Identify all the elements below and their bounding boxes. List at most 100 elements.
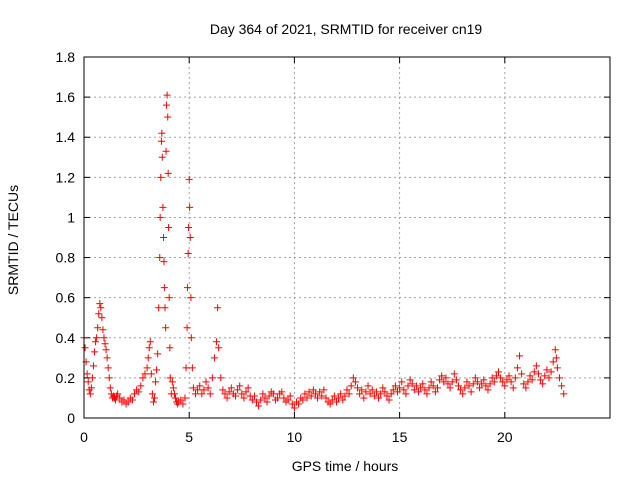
data-point — [332, 398, 340, 406]
data-point — [351, 378, 359, 386]
y-tick-label: 1.2 — [56, 169, 76, 185]
data-point — [179, 400, 187, 408]
data-point — [370, 392, 378, 400]
data-point — [166, 344, 174, 352]
y-tick-label: 1.8 — [56, 49, 76, 65]
y-tick-label: 0 — [67, 410, 75, 426]
data-point — [221, 390, 229, 398]
data-point — [476, 384, 484, 392]
data-point — [184, 284, 192, 292]
data-point — [162, 147, 170, 155]
data-point — [143, 364, 151, 372]
data-point — [206, 390, 214, 398]
data-point — [354, 384, 362, 392]
data-point — [154, 350, 162, 358]
data-point — [478, 380, 486, 388]
data-point — [87, 384, 95, 392]
data-point — [545, 374, 553, 382]
data-point — [419, 380, 427, 388]
data-point — [250, 392, 258, 400]
data-point — [526, 372, 534, 380]
data-point — [155, 304, 163, 312]
data-point — [347, 382, 355, 390]
data-point — [102, 346, 110, 354]
data-point — [490, 378, 498, 386]
data-point — [505, 372, 513, 380]
data-point — [103, 354, 111, 362]
data-point — [187, 334, 195, 342]
data-point — [387, 390, 395, 398]
data-point — [446, 384, 454, 392]
data-point — [194, 386, 202, 394]
data-point — [170, 390, 178, 398]
data-point — [200, 386, 208, 394]
data-point — [95, 310, 103, 318]
data-point — [162, 101, 170, 109]
data-point — [187, 294, 195, 302]
data-point — [343, 386, 351, 394]
data-point — [326, 400, 334, 408]
data-point — [265, 392, 273, 400]
data-point — [185, 175, 193, 183]
data-point — [84, 378, 92, 386]
data-point — [377, 390, 385, 398]
data-point — [137, 382, 145, 390]
y-tick-labels: 0 0.2 0.4 0.6 0.8 1 1.2 1.4 1.6 1.8 — [56, 49, 76, 426]
data-point — [305, 388, 313, 396]
data-point — [537, 376, 545, 384]
data-point — [100, 334, 108, 342]
data-point — [379, 384, 387, 392]
data-point — [309, 386, 317, 394]
data-point — [480, 376, 488, 384]
data-point — [210, 354, 218, 362]
data-point — [98, 314, 106, 322]
data-point — [349, 374, 357, 382]
x-tick-label: 5 — [185, 429, 193, 445]
y-tick-label: 1.4 — [56, 129, 76, 145]
data-point — [99, 326, 107, 334]
data-point — [223, 394, 231, 402]
data-point — [457, 386, 465, 394]
data-point — [135, 388, 143, 396]
data-point — [417, 384, 425, 392]
data-point — [116, 394, 124, 402]
y-tick-label: 0.4 — [56, 330, 76, 346]
data-point — [269, 390, 277, 398]
data-point — [157, 137, 165, 145]
data-point — [185, 223, 193, 231]
data-point — [104, 364, 112, 372]
data-point — [83, 370, 91, 378]
data-point — [177, 396, 185, 404]
data-point — [160, 284, 168, 292]
data-point — [89, 362, 97, 370]
chart-title: Day 364 of 2021, SRMTID for receiver cn1… — [210, 21, 483, 37]
data-point — [236, 382, 244, 390]
data-point — [425, 384, 433, 392]
x-tick-label: 0 — [80, 429, 88, 445]
data-point — [130, 390, 138, 398]
data-point — [492, 372, 500, 380]
data-point — [92, 338, 100, 346]
data-point — [105, 374, 113, 382]
data-point — [172, 394, 180, 402]
data-points — [80, 91, 568, 412]
data-point — [402, 390, 410, 398]
data-point — [181, 394, 189, 402]
data-point — [295, 400, 303, 408]
data-point — [128, 396, 136, 404]
data-point — [318, 392, 326, 400]
data-point — [202, 378, 210, 386]
data-point — [484, 386, 492, 394]
data-point — [286, 392, 294, 400]
y-tick-label: 0.8 — [56, 250, 76, 266]
data-point — [144, 354, 152, 362]
data-point — [120, 396, 128, 404]
data-point — [274, 394, 282, 402]
data-point — [345, 390, 353, 398]
plot-frame — [83, 56, 611, 419]
data-point — [168, 378, 176, 386]
data-point — [398, 378, 406, 386]
data-point — [157, 173, 165, 181]
data-point — [160, 258, 168, 266]
